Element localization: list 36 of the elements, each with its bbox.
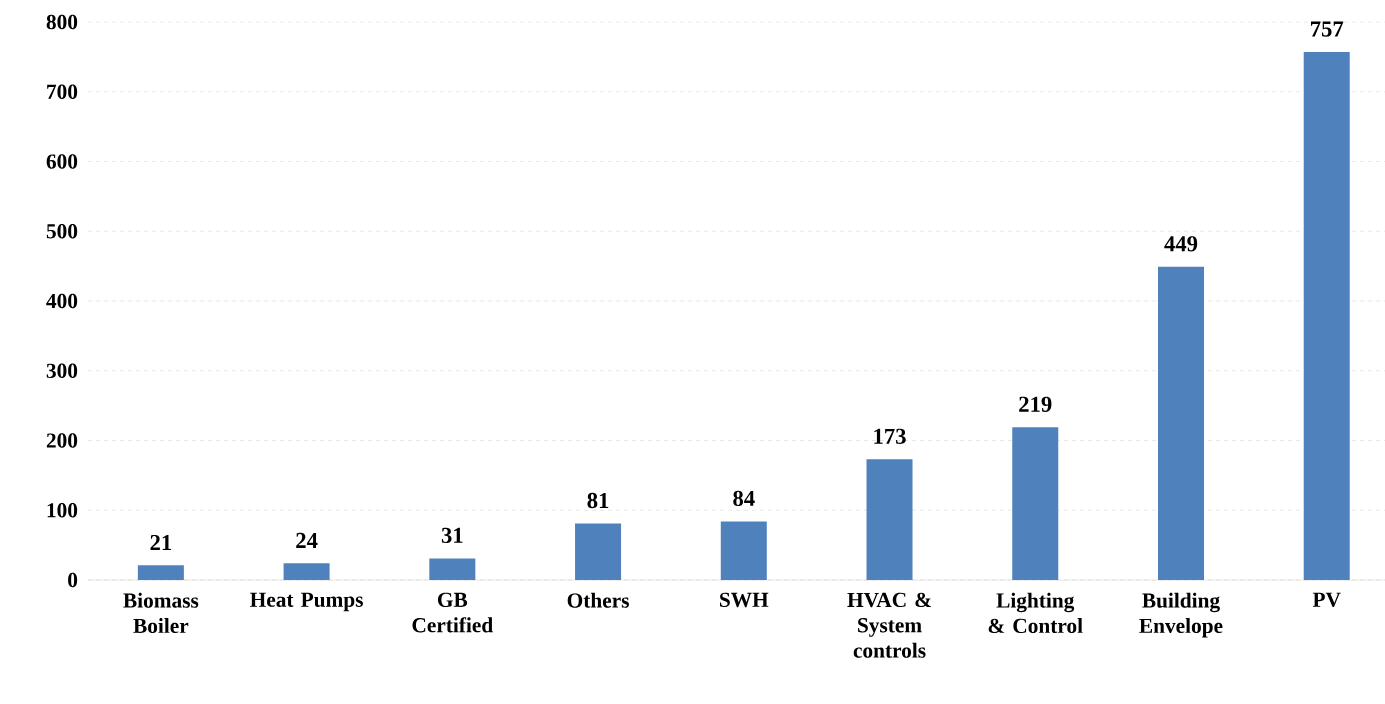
bar — [866, 459, 913, 580]
y-tick-label: 200 — [46, 433, 78, 448]
bar — [1303, 52, 1350, 580]
bar — [1012, 427, 1059, 580]
data-label: 219 — [1019, 396, 1052, 412]
bar — [575, 523, 622, 580]
data-label: 21 — [150, 534, 172, 550]
x-tick-label: Others — [567, 592, 629, 608]
data-label: 81 — [587, 492, 609, 509]
x-tick-label: Lighting & Control — [988, 592, 1083, 634]
x-tick-label: PV — [1312, 592, 1341, 607]
data-label: 31 — [441, 527, 463, 544]
x-tick-label: Heat Pumps — [250, 592, 363, 612]
y-tick-label: 700 — [47, 84, 78, 99]
y-tick-label: 600 — [46, 154, 78, 169]
data-label: 449 — [1164, 236, 1198, 252]
data-label: 757 — [1311, 21, 1344, 37]
y-tick-label: 500 — [46, 224, 78, 239]
bar — [137, 565, 184, 580]
bar — [1157, 266, 1204, 580]
x-tick-label: Biomass Boiler — [123, 592, 199, 634]
bar — [283, 563, 330, 580]
y-tick-label: 0 — [68, 572, 78, 588]
y-tick-label: 100 — [47, 503, 78, 518]
bar — [720, 521, 767, 580]
x-tick-label: GB Certified — [412, 592, 493, 633]
x-tick-label: Building Envelope — [1139, 592, 1223, 638]
data-label: 84 — [733, 490, 755, 507]
data-label: 24 — [296, 532, 318, 548]
y-tick-label: 400 — [46, 293, 78, 309]
x-tick-label: SWH — [720, 592, 769, 608]
y-tick-label: 300 — [46, 363, 78, 378]
y-tick-label: 800 — [46, 14, 78, 30]
data-label: 173 — [874, 428, 906, 444]
bar — [429, 558, 476, 580]
x-tick-label: HVAC & System controls — [847, 592, 931, 658]
